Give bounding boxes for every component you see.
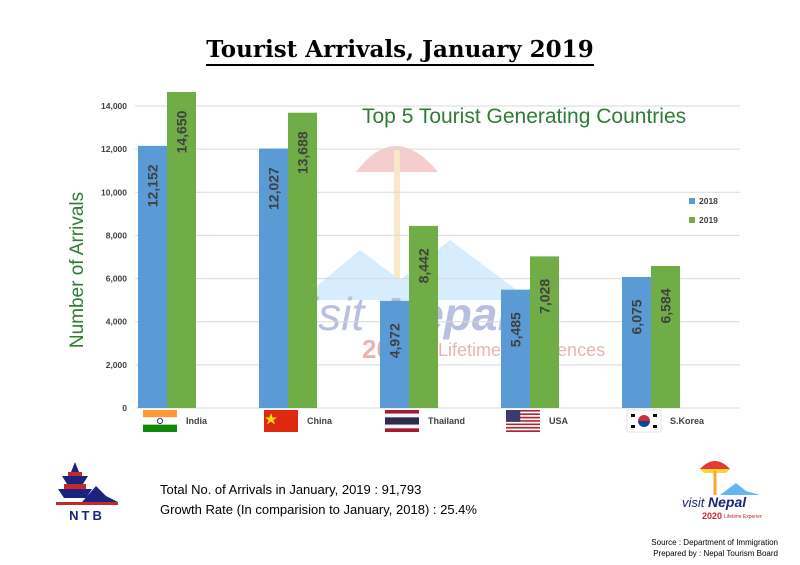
bar-2018-india (138, 145, 167, 408)
svg-text:Lifetime Experiences: Lifetime Experiences (724, 514, 762, 520)
usa-flag-icon (506, 410, 540, 432)
y-tick-label: 0 (122, 403, 127, 413)
x-category-label: India (186, 416, 208, 426)
bar-2019-india (167, 91, 196, 408)
bar-2019-usa (530, 256, 559, 408)
chart-subtitle: Top 5 Tourist Generating Countries (362, 105, 687, 128)
bar-value-label: 12,027 (266, 167, 282, 210)
legend-label: 2019 (699, 215, 718, 225)
china-flag-icon (264, 410, 298, 432)
page-title-text: Tourist Arrivals, January 2019 (206, 36, 594, 66)
x-category-label: China (307, 416, 333, 426)
bar-value-label: 5,485 (508, 312, 524, 347)
bar-2019-china (288, 112, 317, 408)
page-title: Tourist Arrivals, January 2019 (0, 36, 800, 66)
south-korea-flag-icon (626, 409, 662, 433)
x-category-label: Thailand (428, 416, 465, 426)
y-tick-label: 6,000 (106, 274, 128, 284)
svg-text:2020: 2020 (702, 511, 722, 521)
legend-swatch (689, 198, 695, 204)
thailand-flag-icon (385, 410, 419, 432)
x-category-label: USA (549, 416, 569, 426)
bar-2018-usa (501, 289, 530, 408)
bar-value-label: 6,584 (658, 288, 674, 323)
y-tick-label: 10,000 (101, 187, 127, 197)
x-category-label: S.Korea (670, 416, 705, 426)
bar-value-label: 7,028 (537, 279, 553, 314)
bar-value-label: 13,688 (295, 131, 311, 174)
ntb-logo: NTB (56, 462, 118, 523)
bar-2019-skorea (651, 265, 680, 408)
y-axis-label: Number of Arrivals (67, 191, 88, 349)
source-credits: Source : Department of Immigration Prepa… (651, 537, 778, 559)
bar-2018-china (259, 148, 288, 408)
bar-value-label: 4,972 (387, 323, 403, 358)
ntb-logo-text: NTB (69, 508, 105, 523)
y-tick-label: 8,000 (106, 230, 128, 240)
y-tick-label: 4,000 (106, 317, 128, 327)
source-text: Source : Department of Immigration (651, 538, 778, 547)
legend-swatch (689, 217, 695, 223)
visit-nepal-2020-logo: visit Nepal 2020 Lifetime Experiences (682, 461, 762, 521)
bar-2019-thailand (409, 225, 438, 408)
growth-rate-text: Growth Rate (In comparision to January, … (160, 502, 477, 517)
y-tick-label: 12,000 (101, 144, 127, 154)
bar-value-label: 8,442 (416, 248, 432, 283)
legend-label: 2018 (699, 196, 718, 206)
prepared-by-text: Prepared by : Nepal Tourism Board (653, 549, 778, 558)
summary-block: Total No. of Arrivals in January, 2019 :… (160, 480, 477, 520)
bar-2018-skorea (622, 276, 651, 408)
svg-text:Nepal: Nepal (708, 494, 747, 510)
y-tick-label: 2,000 (106, 360, 128, 370)
bar-value-label: 6,075 (629, 299, 645, 334)
bar-value-label: 12,152 (145, 164, 161, 207)
india-flag-icon (143, 410, 177, 432)
y-tick-label: 14,000 (101, 101, 127, 111)
bar-2018-thailand (380, 300, 409, 408)
bar-value-label: 14,650 (174, 110, 190, 153)
total-arrivals-text: Total No. of Arrivals in January, 2019 :… (160, 482, 422, 497)
svg-text:visit: visit (682, 495, 706, 510)
